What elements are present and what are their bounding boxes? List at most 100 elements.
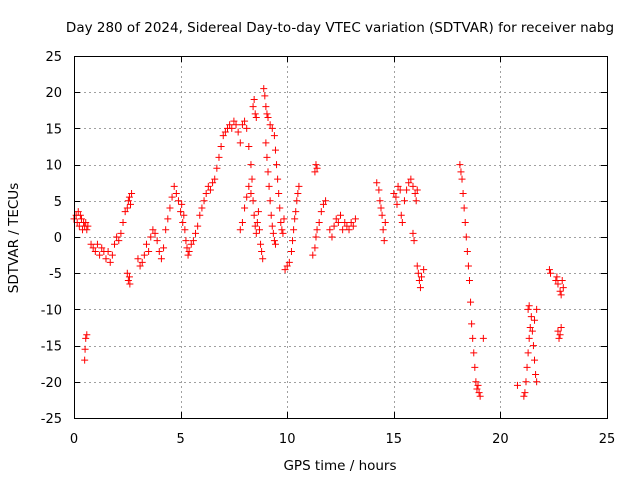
data-point <box>238 121 246 129</box>
data-point <box>523 363 531 371</box>
data-point <box>553 273 561 281</box>
data-point <box>251 222 259 230</box>
data-point <box>294 190 302 198</box>
data-point <box>467 298 475 306</box>
data-point <box>147 233 155 241</box>
data-point <box>457 168 465 176</box>
data-point <box>525 334 533 342</box>
data-point <box>278 226 286 234</box>
data-point <box>262 139 270 147</box>
y-tick-label: 20 <box>45 86 62 101</box>
data-point <box>198 204 206 212</box>
data-point <box>524 349 532 357</box>
data-point <box>74 208 82 216</box>
data-point <box>247 190 255 198</box>
data-point <box>172 190 180 198</box>
data-point <box>309 251 317 259</box>
data-point <box>241 117 249 125</box>
data-point <box>157 255 165 263</box>
data-point <box>84 222 92 230</box>
x-tick-label: 25 <box>599 432 616 447</box>
data-point <box>87 240 95 248</box>
data-point <box>187 240 195 248</box>
data-point <box>343 222 351 230</box>
data-point <box>293 197 301 205</box>
data-point <box>123 204 131 212</box>
data-point <box>461 219 469 227</box>
data-point <box>217 143 225 150</box>
data-point <box>460 204 468 212</box>
data-point <box>330 222 338 230</box>
data-point <box>520 392 528 400</box>
data-point <box>554 327 562 335</box>
data-point <box>83 226 91 234</box>
data-point <box>527 313 535 321</box>
data-point <box>232 121 240 129</box>
data-point <box>250 95 258 103</box>
data-point <box>411 190 419 198</box>
data-point <box>322 197 330 205</box>
data-point <box>77 215 85 223</box>
data-point <box>312 233 320 241</box>
data-point <box>184 251 192 259</box>
data-point <box>113 233 121 241</box>
data-point <box>347 219 355 227</box>
data-point <box>245 143 253 150</box>
data-point <box>142 240 150 248</box>
data-point <box>556 287 564 295</box>
data-point <box>270 132 278 140</box>
data-point <box>474 381 482 389</box>
data-point <box>245 182 253 190</box>
data-point <box>465 276 473 284</box>
data-point <box>556 331 564 339</box>
data-point <box>473 385 481 393</box>
data-point <box>125 273 133 281</box>
data-point <box>241 204 249 212</box>
data-point <box>287 247 295 255</box>
data-point <box>472 378 480 386</box>
data-point <box>317 208 325 216</box>
data-point <box>182 237 190 245</box>
data-point <box>271 240 279 248</box>
y-tick-label: 10 <box>45 159 62 174</box>
data-point <box>271 146 279 154</box>
data-point <box>269 229 277 237</box>
data-point <box>281 266 289 274</box>
data-point <box>463 247 471 255</box>
data-point <box>276 204 284 212</box>
data-point <box>221 128 229 136</box>
data-point <box>525 302 533 310</box>
data-point <box>268 222 276 230</box>
y-tick-label: 15 <box>45 122 62 137</box>
data-point <box>89 244 97 252</box>
data-point <box>545 266 553 274</box>
data-point <box>104 247 112 255</box>
data-point <box>345 226 353 234</box>
x-axis-label: GPS time / hours <box>283 458 396 474</box>
data-point <box>533 305 541 313</box>
y-tick-label: -25 <box>41 412 62 427</box>
data-point <box>377 204 385 212</box>
data-point <box>204 182 212 190</box>
data-point <box>557 291 565 299</box>
data-point <box>409 229 417 237</box>
data-point <box>76 211 84 219</box>
x-tick-label: 15 <box>386 432 403 447</box>
y-tick-label: -20 <box>41 376 62 391</box>
data-point <box>375 186 383 194</box>
chart-title: Day 280 of 2024, Sidereal Day-to-day VTE… <box>66 20 614 36</box>
y-tick-label: 0 <box>54 231 62 246</box>
data-point <box>279 229 287 237</box>
data-point <box>123 269 131 277</box>
data-point <box>270 237 278 245</box>
data-point <box>189 237 197 245</box>
data-point <box>228 124 236 132</box>
data-point <box>178 200 186 208</box>
data-point <box>206 186 214 194</box>
data-point <box>83 331 91 339</box>
data-point <box>274 175 282 183</box>
data-point <box>194 222 202 230</box>
data-point <box>341 219 349 227</box>
data-point <box>108 251 116 259</box>
data-point <box>557 324 565 331</box>
